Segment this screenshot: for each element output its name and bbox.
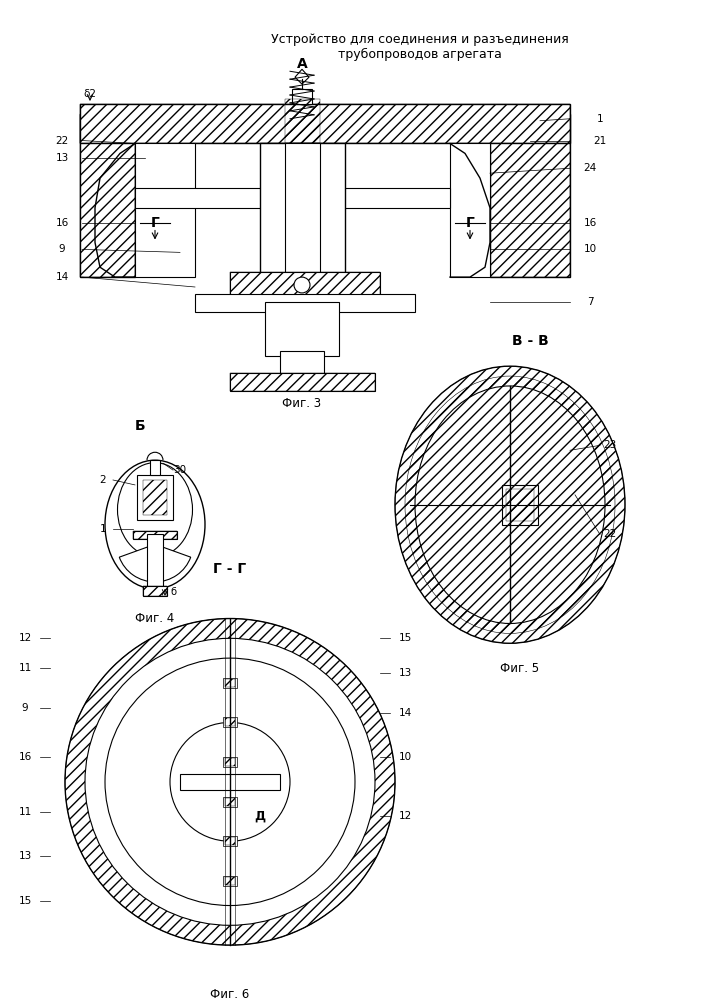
Bar <box>143 480 167 515</box>
Bar <box>223 678 237 688</box>
Bar <box>225 798 235 806</box>
Text: Б: Б <box>135 419 146 433</box>
Text: б: б <box>170 587 176 597</box>
Circle shape <box>105 658 355 906</box>
Ellipse shape <box>117 463 192 557</box>
Bar <box>230 272 380 297</box>
Text: 24: 24 <box>583 163 597 173</box>
Text: 30: 30 <box>173 465 187 475</box>
Bar <box>265 302 339 356</box>
Bar <box>137 475 173 520</box>
Bar <box>223 836 237 846</box>
Text: 9: 9 <box>59 244 65 254</box>
Bar <box>80 114 135 277</box>
Circle shape <box>294 277 310 293</box>
Bar <box>135 188 450 208</box>
Bar <box>143 586 167 596</box>
Bar <box>180 774 280 790</box>
Bar <box>292 89 312 104</box>
Bar <box>143 586 167 596</box>
Text: В - В: В - В <box>512 334 549 348</box>
Bar <box>223 757 237 767</box>
Bar <box>230 373 375 391</box>
Bar <box>506 489 534 521</box>
Bar <box>195 294 415 312</box>
Bar <box>450 143 490 277</box>
Bar <box>80 104 570 143</box>
Text: 23: 23 <box>603 440 617 450</box>
Bar <box>225 837 235 845</box>
Text: 22: 22 <box>603 529 617 539</box>
Text: 16: 16 <box>55 218 69 228</box>
Bar <box>147 534 163 589</box>
Text: 15: 15 <box>18 896 32 906</box>
Text: Г: Г <box>151 216 160 230</box>
Text: 22: 22 <box>55 136 69 146</box>
Text: 11: 11 <box>18 807 32 817</box>
Text: δ2: δ2 <box>83 89 96 99</box>
Text: Г - Г: Г - Г <box>214 562 247 576</box>
Polygon shape <box>295 69 309 84</box>
Text: 12: 12 <box>398 811 411 821</box>
Text: 2: 2 <box>100 475 106 485</box>
Text: 10: 10 <box>583 244 597 254</box>
Text: Фиг. 5: Фиг. 5 <box>501 662 539 675</box>
Bar <box>230 272 380 297</box>
Text: 13: 13 <box>398 668 411 678</box>
Bar <box>285 99 320 143</box>
Bar <box>285 143 320 356</box>
Text: Г: Г <box>466 216 474 230</box>
Bar <box>80 104 570 143</box>
Bar <box>225 758 235 766</box>
Text: Фиг. 4: Фиг. 4 <box>135 612 175 625</box>
Text: 9: 9 <box>22 703 28 713</box>
Bar <box>225 718 235 726</box>
Text: 21: 21 <box>593 136 607 146</box>
Bar <box>150 460 160 475</box>
Ellipse shape <box>105 460 205 589</box>
Bar <box>225 679 235 687</box>
Text: Фиг. 6: Фиг. 6 <box>211 988 250 1000</box>
Text: 15: 15 <box>398 633 411 643</box>
Text: 16: 16 <box>583 218 597 228</box>
Text: Устройство для соединения и разъединения: Устройство для соединения и разъединения <box>271 33 569 46</box>
Wedge shape <box>119 544 191 582</box>
Bar <box>80 114 135 277</box>
Text: 1: 1 <box>597 114 603 124</box>
Text: 14: 14 <box>55 272 69 282</box>
Circle shape <box>65 619 395 945</box>
Bar <box>490 114 570 277</box>
Text: 13: 13 <box>18 851 32 861</box>
Circle shape <box>85 638 375 925</box>
Text: 12: 12 <box>18 633 32 643</box>
Ellipse shape <box>395 366 625 643</box>
Text: Д: Д <box>255 810 266 823</box>
Text: трубопроводов агрегата: трубопроводов агрегата <box>338 48 502 61</box>
Bar <box>490 114 570 277</box>
Text: 13: 13 <box>55 153 69 163</box>
Bar <box>223 797 237 807</box>
Bar <box>133 531 177 539</box>
Text: 1: 1 <box>100 524 106 534</box>
Text: 10: 10 <box>399 752 411 762</box>
Ellipse shape <box>415 386 605 623</box>
Bar <box>225 877 235 885</box>
Text: 7: 7 <box>587 297 593 307</box>
Text: А: А <box>297 57 308 71</box>
Bar <box>502 485 538 525</box>
Text: 14: 14 <box>398 708 411 718</box>
Bar <box>223 717 237 727</box>
Bar <box>135 143 195 277</box>
Bar <box>230 373 375 391</box>
Circle shape <box>170 722 290 841</box>
Bar <box>260 143 345 307</box>
Bar <box>133 531 177 539</box>
Bar <box>223 876 237 886</box>
Text: 11: 11 <box>18 663 32 673</box>
Bar <box>280 351 324 376</box>
Text: 16: 16 <box>18 752 32 762</box>
Text: Фиг. 3: Фиг. 3 <box>282 397 322 410</box>
